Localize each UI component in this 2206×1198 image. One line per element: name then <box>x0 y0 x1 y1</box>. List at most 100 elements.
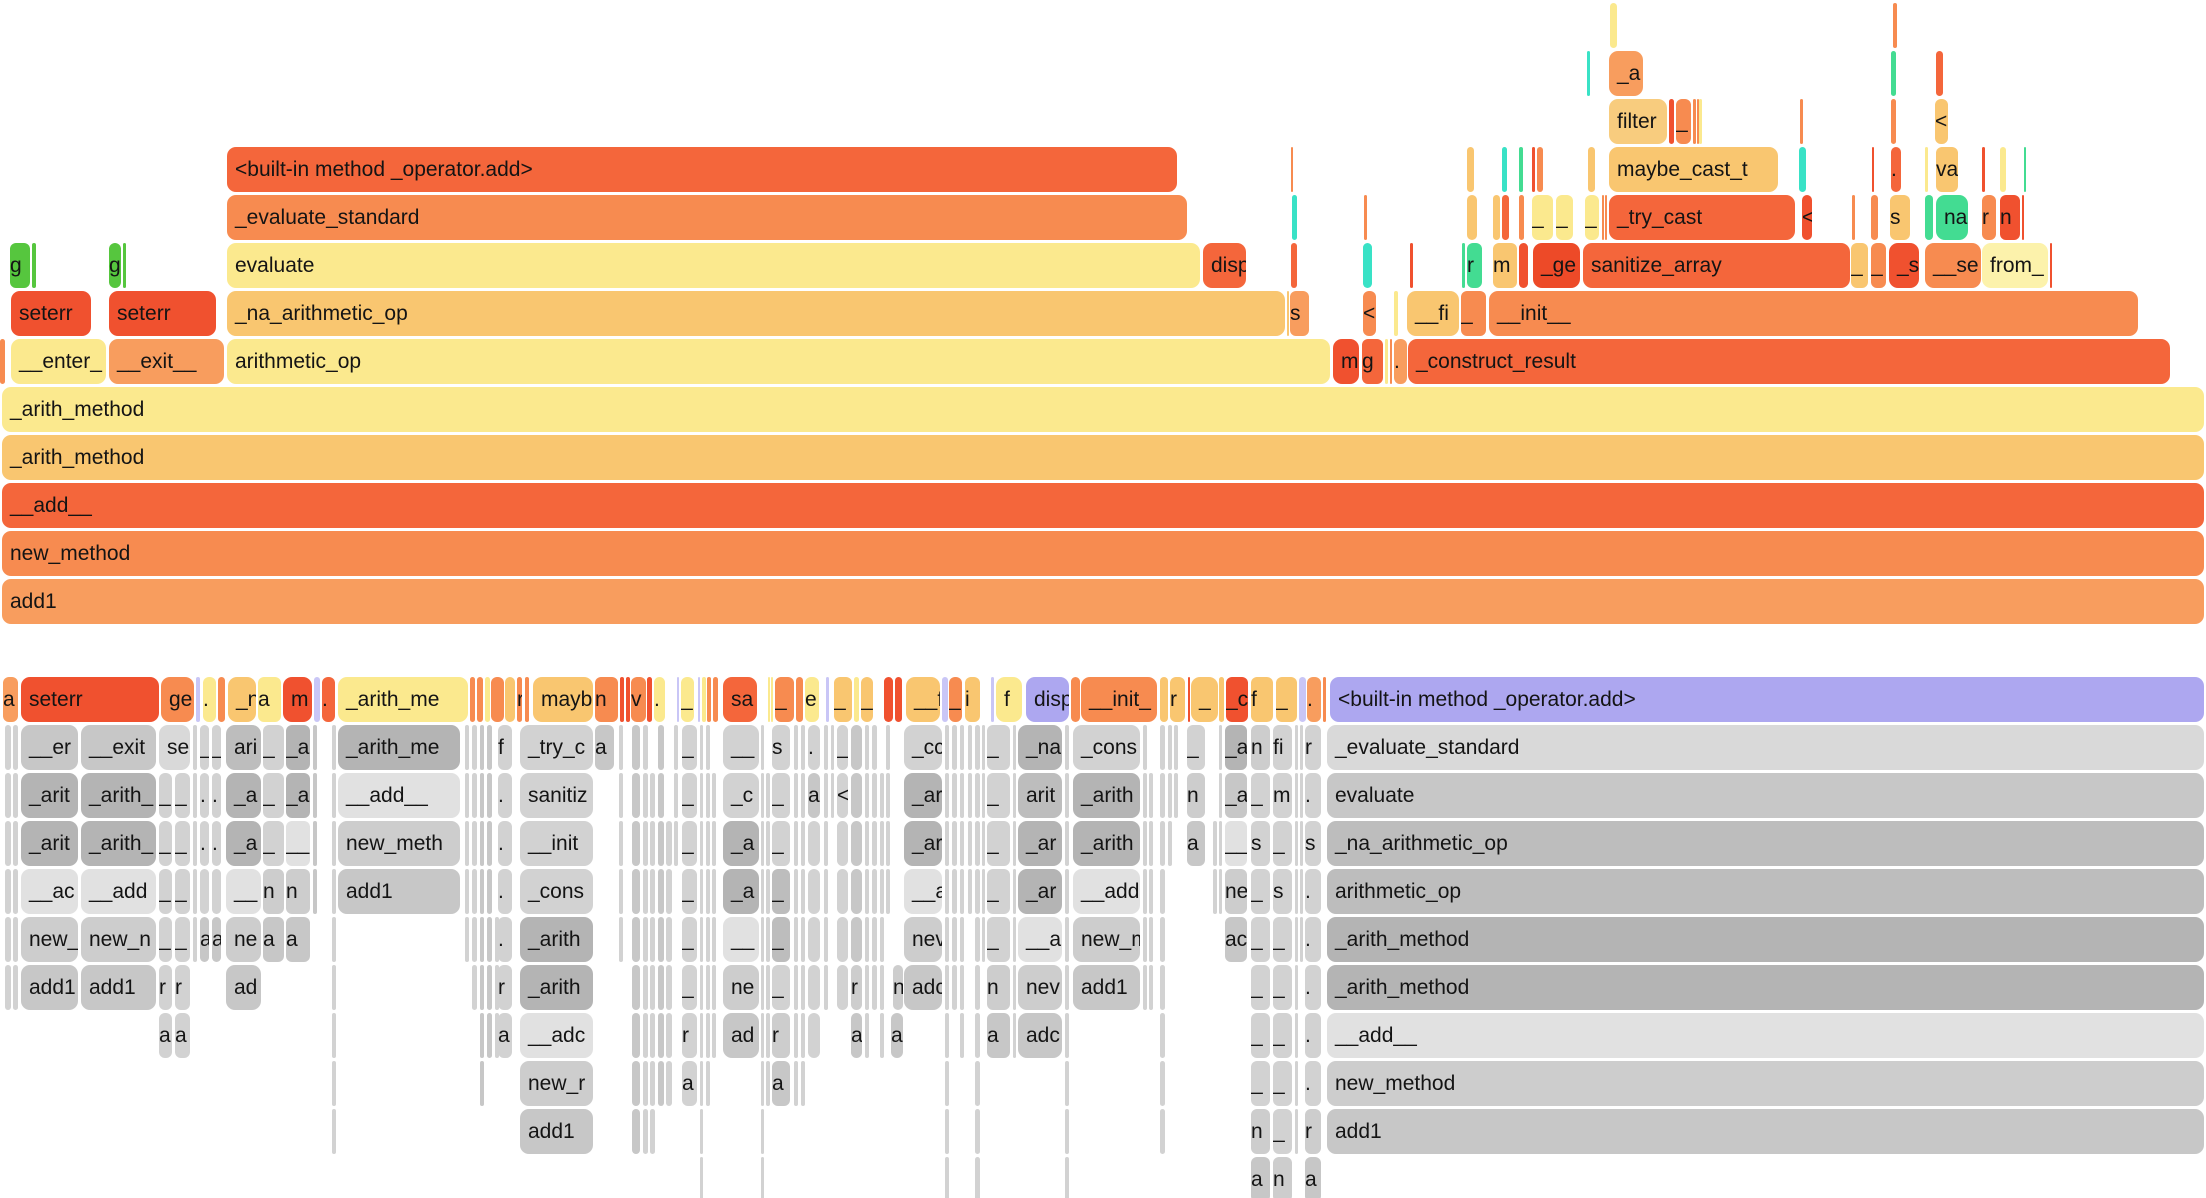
frame-na-arithmetic-op[interactable]: _na_arithmetic_op <box>227 291 1285 336</box>
frame[interactable]: _ <box>175 821 190 866</box>
frame-r[interactable]: r <box>851 965 862 1010</box>
frame-sliver[interactable] <box>1295 725 1298 770</box>
frame-sliver[interactable] <box>650 869 655 914</box>
frame-sliver[interactable] <box>650 917 655 962</box>
frame-cons[interactable]: _cons <box>520 869 593 914</box>
frame-sliver[interactable] <box>632 821 640 866</box>
frame[interactable]: . <box>498 773 512 818</box>
frame-sliver[interactable] <box>824 917 828 962</box>
frame-sliver[interactable] <box>700 1157 703 1198</box>
frame-sliver[interactable] <box>193 773 197 818</box>
frame-sliver[interactable] <box>313 773 317 818</box>
frame-sliver[interactable] <box>1588 147 1595 192</box>
frame-disp[interactable]: disp <box>1203 243 1246 288</box>
frame[interactable]: _ <box>772 773 790 818</box>
frame-sliver[interactable] <box>495 965 499 1010</box>
frame-g[interactable]: g <box>10 243 30 288</box>
frame[interactable]: _ <box>772 965 790 1010</box>
frame-sliver[interactable] <box>1519 243 1528 288</box>
frame-a[interactable]: _a <box>1609 51 1643 96</box>
frame-s[interactable]: s <box>1305 821 1321 866</box>
frame-sliver[interactable] <box>1871 195 1878 240</box>
frame-sliver[interactable] <box>647 677 652 722</box>
frame-sliver[interactable] <box>975 821 980 866</box>
frame-disp[interactable]: disp <box>1026 677 1069 722</box>
frame[interactable]: . <box>203 677 216 722</box>
frame-ge[interactable]: ge <box>161 677 194 722</box>
frame-sliver[interactable] <box>702 677 706 722</box>
frame-c[interactable]: _c <box>723 773 759 818</box>
frame-sliver[interactable] <box>766 821 770 866</box>
frame-sliver[interactable] <box>332 821 336 866</box>
frame-a[interactable]: a <box>175 1013 190 1058</box>
frame-new-n[interactable]: new_n <box>81 917 156 962</box>
frame[interactable]: _ <box>775 677 794 722</box>
frame[interactable]: _ <box>1251 869 1270 914</box>
frame-r[interactable]: r <box>1982 195 1996 240</box>
frame-sliver[interactable] <box>960 965 964 1010</box>
frame-init[interactable]: __init__ <box>1489 291 2138 336</box>
frame[interactable]: . <box>498 917 512 962</box>
frame-seterr[interactable]: seterr <box>21 677 159 722</box>
frame-sliver[interactable] <box>945 725 949 770</box>
frame-sliver[interactable] <box>824 965 828 1010</box>
frame-sliver[interactable] <box>982 725 985 770</box>
frame-a[interactable]: a <box>772 1061 790 1106</box>
frame-sliver[interactable] <box>761 1157 764 1198</box>
frame-a[interactable]: a <box>808 773 820 818</box>
frame[interactable]: _ <box>1251 917 1270 962</box>
frame-sliver[interactable] <box>824 869 828 914</box>
frame-a[interactable]: _a <box>1225 725 1247 770</box>
frame[interactable]: _ <box>1191 677 1218 722</box>
frame-sliver[interactable] <box>982 917 985 962</box>
frame[interactable]: _ <box>1273 1013 1292 1058</box>
frame-sliver[interactable] <box>13 773 18 818</box>
frame-sliver[interactable] <box>487 773 492 818</box>
frame-sliver[interactable] <box>643 821 648 866</box>
frame-nev[interactable]: nev <box>1018 965 1062 1010</box>
frame-exit[interactable]: __exit <box>81 725 156 770</box>
frame-sliver[interactable] <box>1213 821 1217 866</box>
frame[interactable]: < <box>1935 99 1948 144</box>
frame-sliver[interactable] <box>32 243 36 288</box>
frame-sliver[interactable] <box>658 821 664 866</box>
frame-ari[interactable]: ari <box>226 725 261 770</box>
frame-sliver[interactable] <box>886 725 890 770</box>
frame[interactable]: _ <box>175 773 190 818</box>
frame-sliver[interactable] <box>1295 965 1298 1010</box>
frame-sliver[interactable] <box>643 725 648 770</box>
frame-sliver[interactable] <box>1013 773 1016 818</box>
frame-sliver[interactable] <box>975 725 980 770</box>
frame[interactable]: . <box>1305 869 1321 914</box>
frame-sliver[interactable] <box>1295 1061 1298 1106</box>
frame-sliver[interactable] <box>808 821 820 866</box>
frame-sliver[interactable] <box>658 1061 664 1106</box>
frame-se[interactable]: __se <box>1925 243 1981 288</box>
frame-sliver[interactable] <box>480 821 484 866</box>
frame[interactable]: _ <box>987 869 1010 914</box>
frame-try-c[interactable]: _try_c <box>520 725 593 770</box>
frame-sliver[interactable] <box>643 917 648 962</box>
frame-sliver[interactable] <box>796 677 803 722</box>
frame-sliver[interactable] <box>945 1013 949 1058</box>
frame-sliver[interactable] <box>700 1061 703 1106</box>
frame-fi[interactable]: fi <box>1273 725 1292 770</box>
frame[interactable]: _ <box>1251 1013 1270 1058</box>
frame[interactable]: _ <box>682 773 697 818</box>
frame-built-in-method-operator-add[interactable]: <built-in method _operator.add> <box>1330 677 2204 722</box>
frame-ar[interactable]: _ar <box>1018 821 1062 866</box>
frame[interactable]: . <box>498 821 512 866</box>
frame-sliver[interactable] <box>880 917 884 962</box>
frame-arith-method[interactable]: _arith_method <box>1327 965 2204 1010</box>
frame-a[interactable]: a <box>987 1013 1010 1058</box>
frame-sliver[interactable] <box>491 677 504 722</box>
frame-add1[interactable]: add1 <box>2 579 2204 624</box>
frame-sliver[interactable] <box>650 1061 655 1106</box>
frame-sliver[interactable] <box>525 677 529 722</box>
frame-sliver[interactable] <box>1219 725 1222 770</box>
frame-sliver[interactable] <box>643 965 648 1010</box>
frame-sliver[interactable] <box>218 677 225 722</box>
frame-sliver[interactable] <box>1143 869 1147 914</box>
frame-a[interactable]: a <box>159 1013 172 1058</box>
frame-sliver[interactable] <box>472 773 477 818</box>
